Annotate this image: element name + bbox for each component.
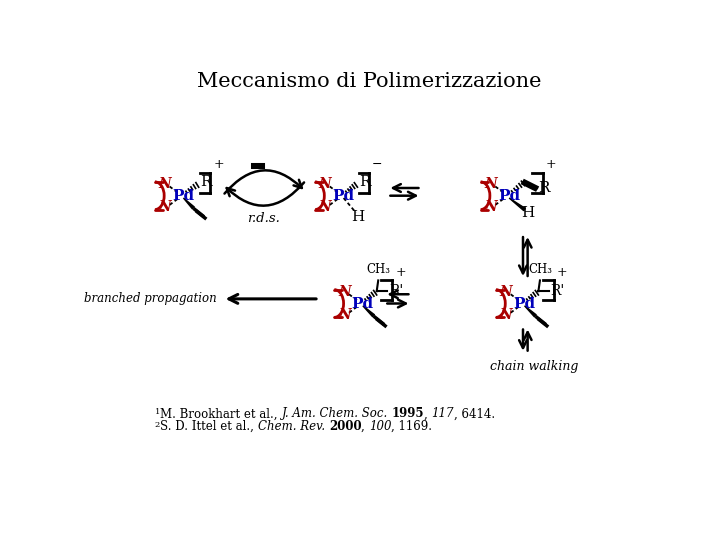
Text: N: N <box>319 177 331 191</box>
Polygon shape <box>184 198 194 209</box>
Text: R: R <box>539 181 550 195</box>
Text: chain walking: chain walking <box>490 360 578 373</box>
Text: 1: 1 <box>155 408 161 416</box>
Text: Chem. Rev.: Chem. Rev. <box>258 420 329 433</box>
Text: N: N <box>319 200 331 214</box>
Text: Pd: Pd <box>513 296 536 310</box>
Text: N: N <box>158 177 171 191</box>
Text: H: H <box>521 206 534 220</box>
Polygon shape <box>363 306 374 317</box>
Text: 100: 100 <box>369 420 392 433</box>
Text: branched propagation: branched propagation <box>84 292 217 306</box>
Text: +: + <box>213 158 224 171</box>
Text: CH₃: CH₃ <box>528 263 552 276</box>
Text: N: N <box>485 177 497 191</box>
Text: R': R' <box>551 284 565 298</box>
Text: N: N <box>338 285 351 299</box>
Text: ,: , <box>361 420 369 433</box>
Text: 1995: 1995 <box>392 408 424 421</box>
Text: +: + <box>546 158 557 171</box>
Text: R: R <box>200 175 212 189</box>
Text: 2: 2 <box>155 421 160 429</box>
Text: CH₃: CH₃ <box>366 263 390 276</box>
Text: Pd: Pd <box>352 296 374 310</box>
Text: Pd: Pd <box>333 188 355 202</box>
Text: Pd: Pd <box>172 188 194 202</box>
Text: Meccanismo di Polimerizzazione: Meccanismo di Polimerizzazione <box>197 72 541 91</box>
Text: +: + <box>395 266 406 279</box>
Text: S. D. Ittel et al.,: S. D. Ittel et al., <box>161 420 258 433</box>
Polygon shape <box>509 198 526 211</box>
Text: N: N <box>500 308 513 322</box>
Text: N: N <box>485 200 497 214</box>
Text: R': R' <box>389 284 403 298</box>
Text: N: N <box>338 308 351 322</box>
Text: M. Brookhart et al.,: M. Brookhart et al., <box>161 408 282 421</box>
Text: J. Am. Chem. Soc.: J. Am. Chem. Soc. <box>282 408 392 421</box>
Text: , 6414.: , 6414. <box>454 408 495 421</box>
Text: 2000: 2000 <box>329 420 361 433</box>
Text: −: − <box>372 158 382 171</box>
Text: , 1169.: , 1169. <box>392 420 433 433</box>
Text: H: H <box>351 210 364 224</box>
Text: N: N <box>158 200 171 214</box>
Polygon shape <box>525 306 536 317</box>
Text: 117: 117 <box>431 408 454 421</box>
Text: +: + <box>557 266 567 279</box>
Text: ,: , <box>424 408 431 421</box>
Text: r.d.s.: r.d.s. <box>247 212 280 225</box>
Text: R: R <box>359 175 371 189</box>
Text: N: N <box>500 285 513 299</box>
Text: Pd: Pd <box>498 188 521 202</box>
